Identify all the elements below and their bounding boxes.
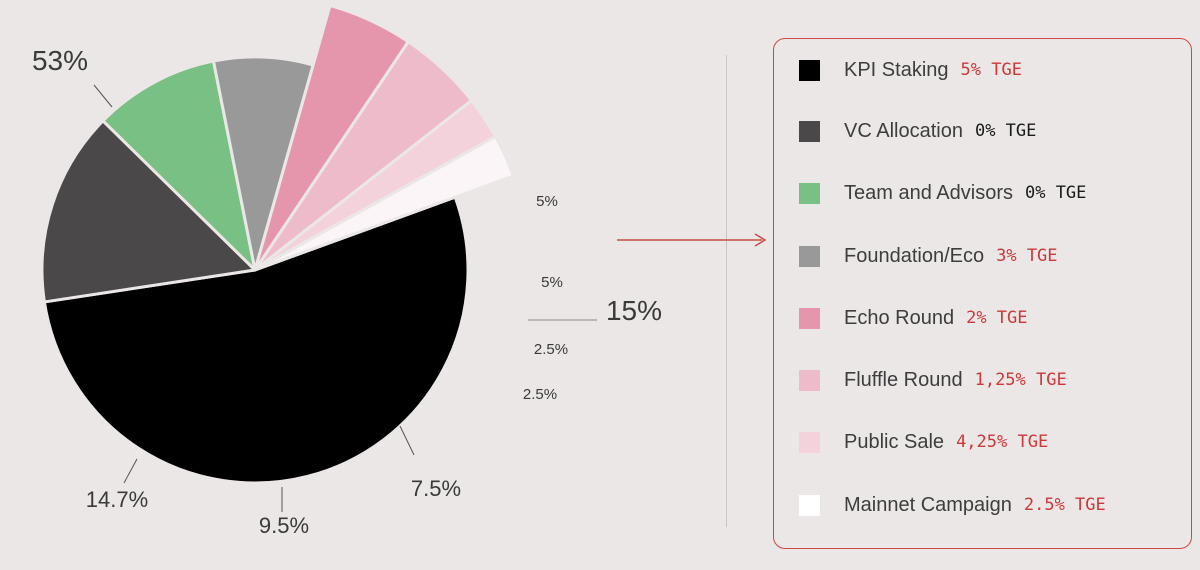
legend-item-team-advisors: Team and Advisors 0% TGE	[799, 180, 1086, 206]
legend-item-foundation-eco: Foundation/Eco 3% TGE	[799, 243, 1058, 269]
data-label: 14.7%	[86, 487, 148, 512]
pie-slice-team-and-advisors	[101, 59, 257, 272]
legend-label: Team and Advisors	[844, 181, 1013, 204]
data-label: 53%	[32, 45, 88, 76]
legend-item-kpi-staking: KPI Staking 5% TGE	[799, 57, 1022, 83]
legend-swatch	[799, 59, 820, 81]
legend-tge: 0% TGE	[1024, 183, 1087, 203]
pie-chart: 53% 14.7% 9.5% 7.5% 5% 5% 2.5% 2.5% 15%	[32, 3, 662, 538]
legend-tge: 0% TGE	[974, 121, 1037, 141]
legend-swatch	[799, 182, 820, 204]
legend-label: Echo Round	[844, 306, 955, 329]
legend-swatch	[799, 120, 820, 142]
legend-swatch	[799, 245, 820, 267]
legend-label: Foundation/Eco	[844, 244, 985, 267]
legend-label: VC Allocation	[844, 119, 963, 142]
leader-line	[123, 458, 138, 484]
legend-item-vc-allocation: VC Allocation 0% TGE	[799, 118, 1036, 144]
data-label: 2.5%	[523, 386, 557, 403]
legend-swatch	[799, 494, 820, 516]
legend-swatch	[799, 431, 820, 453]
legend-label: Mainnet Campaign	[844, 493, 1012, 516]
legend-tge: 1,25% TGE	[974, 370, 1067, 390]
data-label: 2.5%	[534, 341, 568, 358]
divider	[726, 55, 727, 527]
group-label: 15%	[606, 295, 662, 326]
legend-item-public-sale: Public Sale 4,25% TGE	[799, 429, 1048, 455]
legend-box: KPI Staking 5% TGE VC Allocation 0% TGE …	[773, 38, 1192, 549]
pie-slice-vc-allocation	[40, 119, 257, 304]
data-label: 9.5%	[259, 513, 309, 538]
data-label: 7.5%	[411, 476, 461, 501]
pie-slice-foundation-eco	[211, 55, 315, 272]
legend-swatch	[799, 369, 820, 391]
legend-tge: 5% TGE	[960, 60, 1022, 80]
legend-label: Public Sale	[844, 430, 945, 453]
legend-tge: 2.5% TGE	[1023, 495, 1106, 515]
pie-slice-kpi-staking	[42, 195, 470, 485]
leader-line	[93, 84, 113, 108]
legend-label: KPI Staking	[844, 58, 949, 81]
data-label: 5%	[541, 274, 563, 291]
legend-item-mainnet-campaign: Mainnet Campaign 2.5% TGE	[799, 492, 1106, 518]
data-label: 5%	[536, 193, 558, 210]
legend-item-echo-round: Echo Round 2% TGE	[799, 305, 1028, 331]
legend-item-fluffle-round: Fluffle Round 1,25% TGE	[799, 367, 1067, 393]
legend-swatch	[799, 307, 820, 329]
legend-tge: 2% TGE	[966, 308, 1028, 328]
leader-line	[399, 425, 415, 456]
pie-slice-mainnet-campaign	[253, 135, 515, 272]
legend-label: Fluffle Round	[844, 368, 963, 391]
legend-tge: 4,25% TGE	[956, 432, 1049, 452]
legend-tge: 3% TGE	[996, 246, 1058, 266]
